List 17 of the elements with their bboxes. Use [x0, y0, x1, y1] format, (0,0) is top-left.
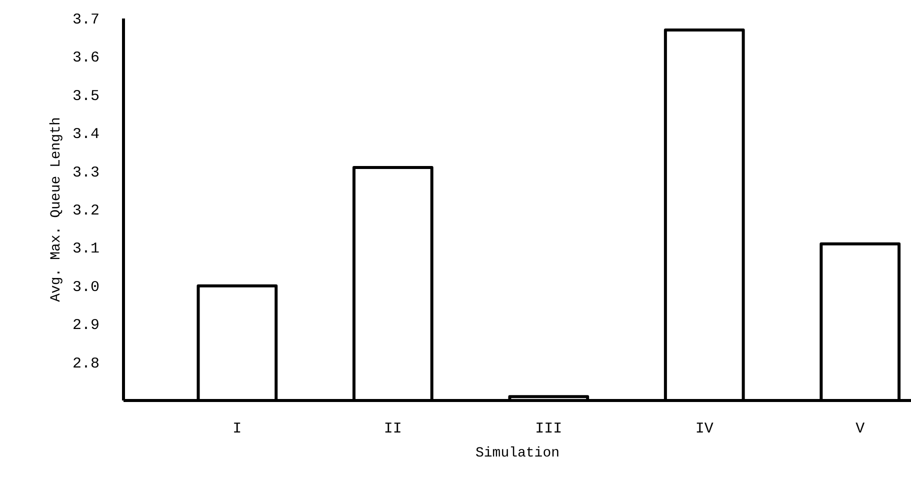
x-axis-title: Simulation — [475, 446, 560, 462]
x-tick-label: I — [232, 420, 242, 438]
x-tick-label: III — [535, 420, 562, 438]
y-tick-label: 3.6 — [72, 50, 100, 67]
y-tick-label: 3.2 — [72, 202, 100, 220]
y-axis-title: Avg. Max. Queue Length — [48, 117, 64, 302]
y-tick-label: 3.7 — [72, 12, 100, 28]
y-tick-label: 3.1 — [72, 240, 100, 258]
y-tick-label: 2.9 — [72, 317, 100, 334]
x-tick-label: II — [384, 420, 402, 438]
x-tick-label: IV — [695, 420, 714, 438]
y-tick-label: 3.5 — [72, 88, 100, 105]
y-tick-label: 3.4 — [72, 126, 100, 144]
y-tick-label: 2.8 — [72, 355, 100, 372]
y-tick-label: 3.3 — [72, 164, 100, 182]
x-tick-label: V — [856, 420, 865, 438]
y-tick-label: 3.0 — [72, 278, 100, 296]
